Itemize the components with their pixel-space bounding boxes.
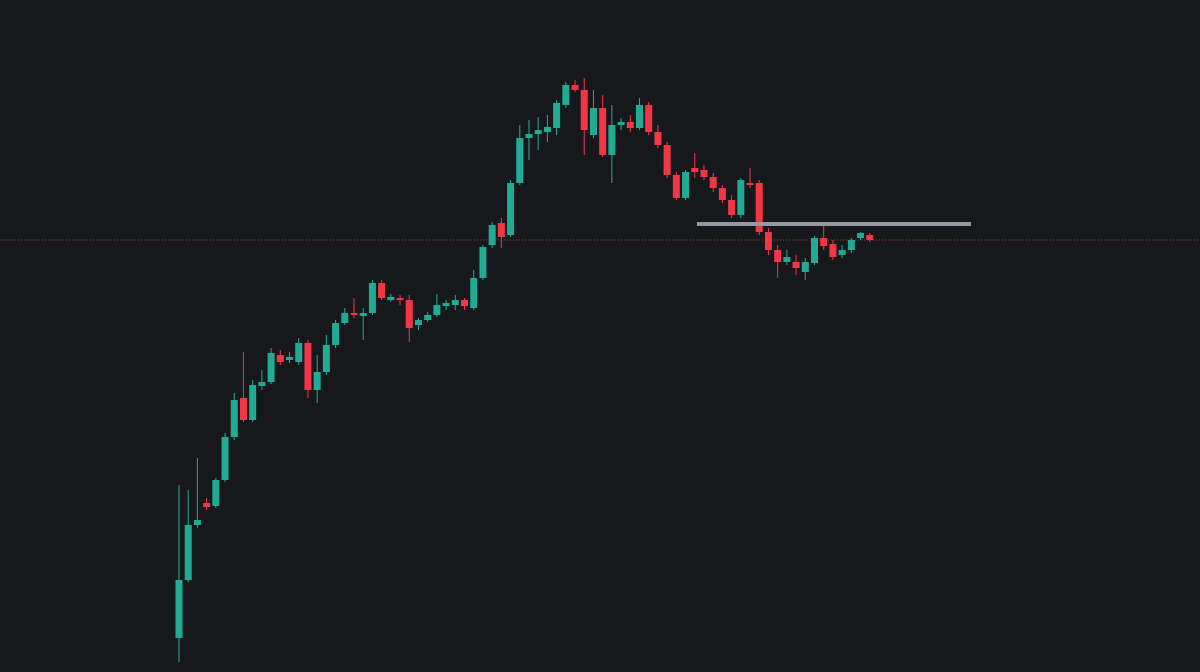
candle-body — [479, 247, 487, 278]
candle-body — [507, 183, 515, 235]
candle-body — [543, 127, 551, 132]
candle-body — [470, 278, 478, 308]
candle-body — [553, 103, 561, 128]
candle-body — [571, 85, 579, 90]
candle-body — [341, 313, 349, 323]
candle-body — [442, 303, 450, 306]
candle-body — [239, 398, 247, 420]
candle-body — [516, 138, 524, 183]
candle-body — [682, 172, 690, 198]
candle-body — [350, 313, 358, 315]
candle-body — [295, 343, 303, 362]
candle-body — [249, 385, 257, 420]
candle-body — [866, 235, 874, 240]
candle-body — [451, 300, 459, 305]
candle-body — [405, 300, 413, 328]
candle-body — [654, 132, 662, 145]
candle-body — [332, 323, 340, 345]
candle-body — [184, 525, 192, 580]
candle-body — [378, 283, 386, 298]
candle-body — [599, 108, 607, 155]
candle-body — [258, 382, 266, 386]
candle-body — [857, 233, 865, 238]
candle-body — [175, 580, 183, 638]
candle-body — [626, 122, 634, 128]
candle-body — [617, 122, 625, 125]
candle-body — [810, 238, 818, 263]
candle-body — [783, 257, 791, 262]
candle-body — [838, 250, 846, 255]
candle-body — [433, 305, 441, 315]
candle-body — [387, 297, 395, 300]
candle-body — [414, 320, 422, 325]
candle-body — [276, 355, 284, 362]
candle-body — [589, 108, 597, 135]
candle-body — [368, 283, 376, 313]
candle-body — [488, 225, 496, 245]
candle-body — [304, 343, 312, 390]
candle-body — [700, 170, 708, 177]
candle-body — [755, 183, 763, 232]
candle-body — [497, 223, 505, 237]
candle-body — [203, 503, 211, 507]
candle-body — [221, 437, 229, 480]
candle-body — [774, 250, 782, 262]
candle-body — [525, 134, 533, 138]
candle-body — [608, 125, 616, 155]
candle-body — [737, 180, 745, 215]
candle-body — [746, 183, 754, 185]
candle-body — [709, 177, 717, 188]
candle-body — [636, 105, 643, 128]
candle-body — [230, 400, 238, 437]
candle-body — [322, 345, 330, 372]
candle-body — [718, 188, 726, 200]
candle-body — [672, 175, 680, 198]
candle-body — [820, 238, 828, 246]
candle-body — [580, 90, 588, 130]
candle-body — [792, 262, 800, 268]
candle-body — [267, 353, 275, 382]
candle-body — [764, 232, 772, 250]
candle-body — [847, 240, 855, 250]
candle-body — [286, 357, 294, 360]
candle-body — [424, 315, 432, 320]
candle-body — [313, 372, 321, 390]
candle-body — [534, 130, 542, 134]
candle-body — [193, 520, 201, 525]
candle-body — [829, 244, 837, 257]
candle-body — [691, 168, 699, 172]
candle-body — [801, 262, 809, 272]
candle-body — [663, 145, 671, 175]
candle-body — [645, 105, 653, 132]
candle-body — [359, 313, 367, 316]
candle-body — [562, 85, 570, 105]
candle-body — [728, 200, 736, 215]
candle-body — [396, 298, 404, 300]
candle-body — [461, 300, 469, 306]
candle-body — [212, 480, 220, 506]
